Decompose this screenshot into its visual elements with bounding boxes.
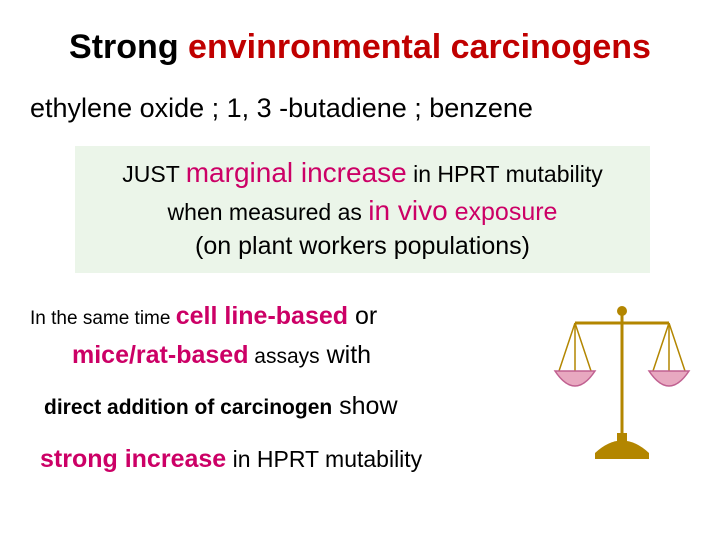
p3-b: in HPRT mutability [226,446,422,472]
p1-b: cell line-based [176,302,348,330]
p1-f: with [320,341,371,369]
box-l1-a: JUST [122,161,185,187]
box-l2-b: in vivo [368,195,447,226]
highlight-box: JUST marginal increase in HPRT mutabilit… [75,146,650,273]
box-l2-c: exposure [448,198,558,226]
p1-e: assays [248,345,319,368]
lower-p1: In the same time cell line-based or mice… [30,297,545,375]
p1-indent: mice/rat-based assays with [30,336,545,375]
p2-a: direct addition of carcinogen [44,396,332,419]
lower-p3: strong increase in HPRT mutability [30,440,545,479]
box-l1-c: in HPRT mutability [407,161,603,187]
subtitle: ethylene oxide ; 1, 3 -butadiene ; benze… [0,85,720,146]
box-l1-b: marginal increase [186,157,407,188]
p1-a: In the same time [30,308,176,329]
p1-d: mice/rat-based [72,341,248,369]
title-red: envinronmental carcinogens [188,28,651,66]
p1-c: or [348,302,377,330]
lower-section: In the same time cell line-based or mice… [0,273,720,478]
p3-a: strong increase [40,445,226,473]
slide-title: Strong envinronmental carcinogens [0,0,720,85]
lower-text: In the same time cell line-based or mice… [30,297,545,478]
box-line3: (on plant workers populations) [87,230,638,264]
box-line1: JUST marginal increase in HPRT mutabilit… [87,154,638,192]
balance-scale-icon [545,293,700,473]
title-black: Strong [69,28,188,66]
p2-b: show [332,392,397,420]
lower-p2: direct addition of carcinogen show [30,387,545,426]
box-l2-a: when measured as [168,199,369,225]
box-line2: when measured as in vivo exposure [87,192,638,230]
